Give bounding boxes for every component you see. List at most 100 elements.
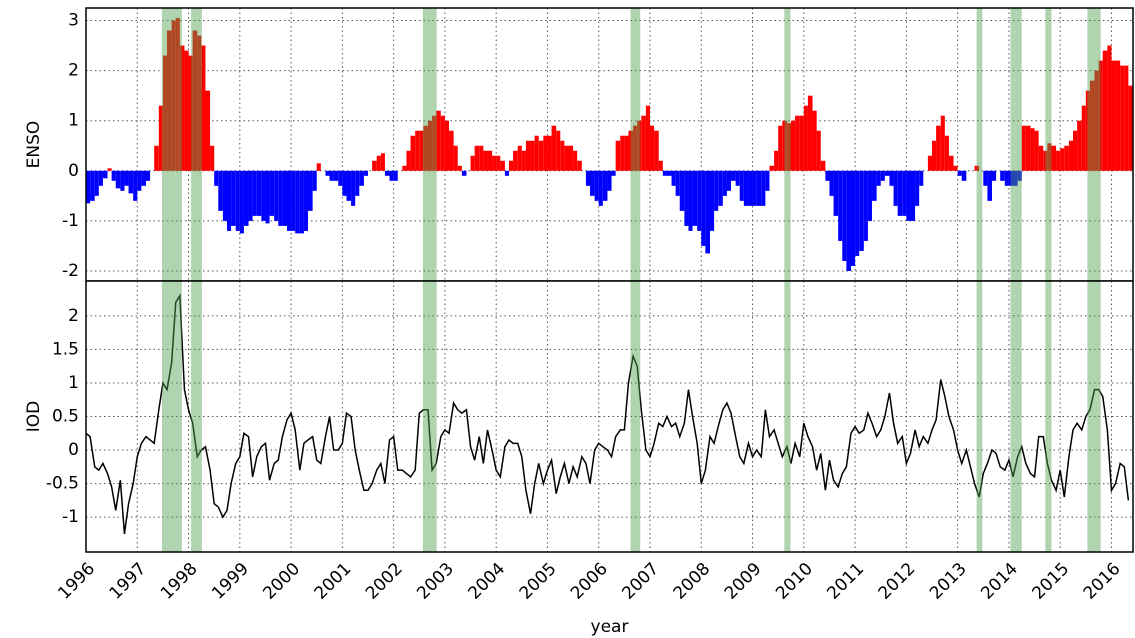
y-tick-label: 3 [68,11,79,31]
bar [162,55,168,171]
bar [252,170,257,216]
bar [509,160,514,171]
bar [1077,120,1082,171]
highlight-band [784,281,791,552]
y-tick-label: 1.5 [52,339,79,359]
x-tick-label: 2012 [875,559,920,604]
bar [308,170,313,211]
bar [786,123,792,171]
bar [214,170,219,186]
bar [863,170,868,241]
bar [1056,150,1061,171]
bar [739,170,744,201]
x-tick-label: 2005 [516,559,561,604]
bar [492,155,497,171]
bar [479,145,484,171]
bar [731,170,736,181]
bar [231,170,236,226]
bar [128,170,134,194]
bar [782,120,787,171]
bar [1047,143,1052,171]
bar [355,170,360,196]
y-tick-label: 0 [68,161,79,181]
bar [457,165,462,171]
bar [133,170,138,201]
bar [513,150,518,171]
bar [867,170,873,221]
bar [145,170,151,181]
bar [278,170,283,226]
bar [312,170,317,191]
bar [684,170,689,226]
bar [799,115,804,171]
bar [282,170,287,226]
bar [197,35,202,171]
y-tick-label: -0.5 [46,474,79,494]
bar [705,170,710,254]
bar [436,110,441,171]
bar [1060,148,1065,171]
bar [1111,60,1116,171]
bar [444,120,450,171]
bar [102,170,108,179]
bar [692,170,698,226]
y-tick-label: -2 [62,261,79,281]
bar [346,170,352,201]
bar [551,125,557,171]
bar [1081,105,1086,171]
bar [709,170,715,231]
bar [483,150,488,171]
x-tick-label: 2011 [823,559,868,604]
bar [1098,60,1103,171]
bar [415,130,420,171]
bar [573,150,578,171]
bar [384,170,390,176]
bar [449,130,454,171]
bar [406,150,411,171]
bar [803,105,808,171]
bar [829,170,834,196]
highlight-band [1010,8,1022,281]
bar [470,155,475,171]
bar [936,125,941,171]
bar [1094,70,1099,171]
bar [688,170,693,231]
bar [86,170,91,204]
bar [269,170,275,216]
plot-area [86,8,1133,281]
x-tick-label: 2003 [413,559,458,604]
bar [1120,65,1125,171]
bar [590,170,595,196]
x-tick-label: 2006 [567,559,612,604]
bar [778,125,783,171]
bar [974,165,980,171]
highlight-band [161,281,182,552]
bar [650,125,655,171]
bar [637,120,642,171]
bar [855,170,860,256]
bar [633,125,638,171]
highlight-band [1087,8,1101,281]
x-tick-label: 1996 [54,559,99,604]
bar [585,170,591,186]
bar [286,170,292,231]
bar [525,140,531,171]
y-tick-label: -1 [62,507,79,527]
bar [423,125,428,171]
bar [218,170,223,211]
bar [1107,45,1112,171]
bar [961,170,967,181]
bar [838,170,843,241]
bar [795,115,800,171]
bar [521,150,526,171]
bar [487,150,493,171]
bar [1008,170,1014,186]
bar [568,145,574,171]
bar [530,140,535,171]
highlight-band [191,8,202,281]
bar [154,145,159,171]
bar [812,110,817,171]
bar [602,170,608,201]
bar [726,170,732,191]
y-tick-label: 2 [68,61,79,81]
